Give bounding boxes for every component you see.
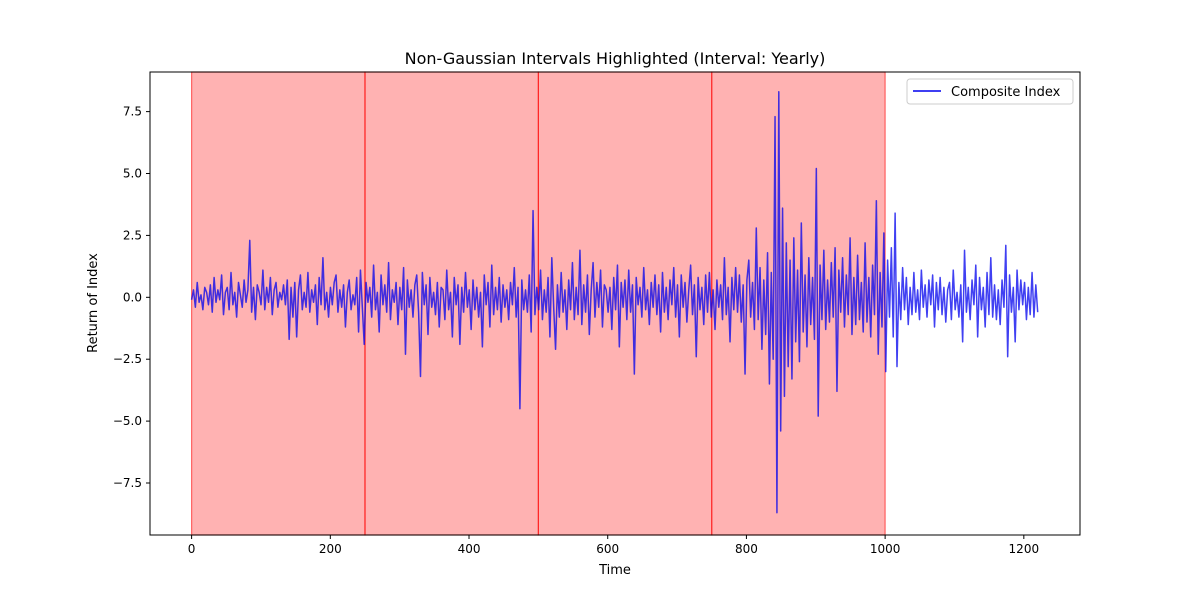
x-tick-label: 0 — [188, 542, 196, 556]
y-axis-label: Return of Index — [86, 253, 101, 353]
x-tick-label: 400 — [458, 542, 481, 556]
y-tick-label: 7.5 — [123, 105, 142, 119]
series-layer — [190, 91, 1039, 514]
x-tick-label: 1200 — [1009, 542, 1040, 556]
x-tick-label: 200 — [319, 542, 342, 556]
y-tick-label: 0.0 — [123, 290, 142, 304]
y-tick-label: 2.5 — [123, 228, 142, 242]
y-tick-label: −2.5 — [113, 352, 142, 366]
chart-title: Non-Gaussian Intervals Highlighted (Inte… — [405, 49, 826, 68]
x-tick-label: 800 — [735, 542, 758, 556]
legend: Composite Index — [906, 78, 1074, 105]
y-tick-label: −7.5 — [113, 476, 142, 490]
legend-box — [906, 78, 1074, 105]
x-axis: 0 200 400 600 800 1000 1200 — [188, 535, 1039, 556]
x-tick-label: 1000 — [870, 542, 901, 556]
y-tick-label: −5.0 — [113, 414, 142, 428]
series-line-composite-index — [190, 91, 1039, 514]
x-axis-label: Time — [598, 563, 631, 578]
x-tick-label: 600 — [596, 542, 619, 556]
legend-label-composite-index: Composite Index — [951, 85, 1061, 100]
y-tick-label: 5.0 — [123, 167, 142, 181]
plot-frame — [149, 71, 1081, 536]
y-axis: 7.5 5.0 2.5 0.0 −2.5 −5.0 −7.5 — [113, 105, 150, 490]
